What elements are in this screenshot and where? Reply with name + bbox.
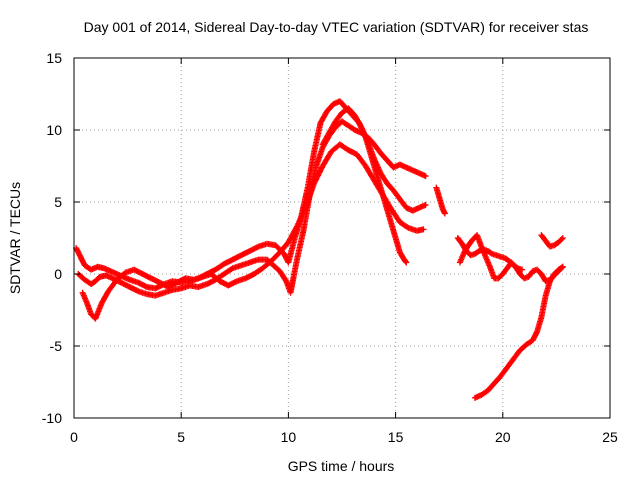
data-point: [312, 177, 319, 184]
data-point: [313, 174, 320, 181]
y-tick-label: -5: [50, 338, 63, 354]
x-tick-label: 5: [177, 429, 185, 445]
data-point: [422, 201, 429, 208]
plot-frame: [73, 57, 611, 419]
data-point: [317, 166, 324, 173]
data-point: [311, 180, 318, 187]
data-point: [559, 263, 566, 270]
y-tick-label: 10: [46, 122, 62, 138]
data-points: [73, 98, 566, 401]
data-point: [402, 258, 409, 265]
data-point: [441, 210, 448, 217]
data-point: [420, 226, 427, 233]
data-point: [311, 178, 318, 185]
x-axis-label: GPS time / hours: [288, 458, 395, 474]
data-point: [403, 259, 410, 266]
data-point: [317, 168, 324, 175]
chart-title: Day 001 of 2014, Sidereal Day-to-day VTE…: [84, 19, 589, 35]
y-axis-label: SDTVAR / TECUs: [7, 182, 23, 294]
x-tick-label: 25: [602, 429, 618, 445]
x-tick-label: 20: [495, 429, 511, 445]
data-point: [228, 266, 235, 273]
data-point: [519, 266, 526, 273]
data-point: [282, 276, 289, 283]
data-point: [314, 173, 321, 180]
data-point: [422, 173, 429, 180]
y-tick-label: 5: [54, 194, 62, 210]
data-point: [318, 165, 325, 172]
data-point: [313, 176, 320, 183]
data-point: [404, 224, 411, 231]
y-tick-label: 0: [54, 266, 62, 282]
y-tick-label: -10: [42, 410, 62, 426]
axis-ticks: 0 5 10 15 20 25 -10 -5 0 5 10 15: [42, 50, 618, 445]
x-tick-label: 0: [70, 429, 78, 445]
data-point: [315, 170, 322, 177]
x-tick-label: 15: [388, 429, 404, 445]
y-tick-label: 15: [46, 50, 62, 66]
data-point: [559, 235, 566, 241]
data-point: [316, 169, 323, 176]
data-point: [558, 236, 565, 243]
data-point: [558, 264, 565, 271]
x-tick-label: 10: [281, 429, 297, 445]
data-point: [315, 172, 322, 179]
